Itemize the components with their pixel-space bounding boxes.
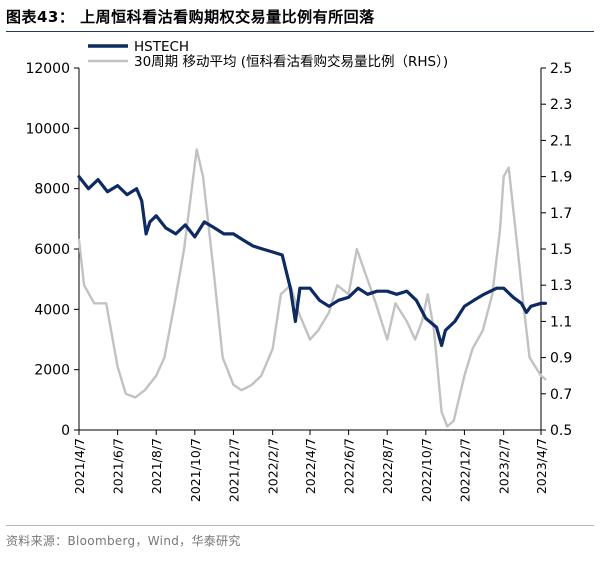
x-tick-label: 2022/4/7 <box>303 438 318 494</box>
right-tick-label: 0.7 <box>550 387 572 403</box>
x-tick-label: 2021/10/7 <box>188 438 203 502</box>
left-tick-label: 10000 <box>25 121 70 137</box>
x-tick-label: 2022/10/7 <box>419 438 434 502</box>
title-divider <box>6 31 594 32</box>
left-axis-ticks: 0 2000 4000 6000 8000 10000 12000 <box>25 61 79 439</box>
right-tick-label: 1.9 <box>550 170 572 186</box>
put-call-ratio-line <box>77 148 547 428</box>
footer-divider <box>6 525 594 526</box>
right-tick-label: 1.5 <box>550 242 572 258</box>
left-tick-label: 6000 <box>34 242 70 258</box>
plot-frame <box>78 68 542 431</box>
x-tick-label: 2022/6/7 <box>342 438 357 494</box>
right-tick-label: 2.5 <box>550 61 572 77</box>
legend-label-hstech: HSTECH <box>134 39 189 55</box>
right-tick-label: 1.3 <box>550 278 572 294</box>
left-tick-label: 2000 <box>34 363 70 379</box>
legend-label-ratio: 30周期 移动平均 (恒科看沽看购交易量比例（RHS）) <box>134 53 448 70</box>
x-axis-ticks: 2021/4/7 2021/6/7 2021/8/7 2021/10/7 2021/12… <box>72 430 549 502</box>
left-tick-label: 12000 <box>25 61 70 77</box>
x-tick-label: 2021/12/7 <box>226 438 241 502</box>
right-tick-label: 2.3 <box>550 97 572 113</box>
x-tick-label: 2021/8/7 <box>149 438 164 494</box>
chart-title: 图表43： 上周恒科看沽看购期权交易量比例有所回落 <box>6 8 375 26</box>
right-tick-label: 1.1 <box>550 314 572 330</box>
left-tick-label: 0 <box>61 423 70 439</box>
right-tick-label: 0.9 <box>550 351 572 367</box>
left-tick-label: 8000 <box>34 182 70 198</box>
x-tick-label: 2021/6/7 <box>111 438 126 494</box>
left-tick-label: 4000 <box>34 302 70 318</box>
right-tick-label: 0.5 <box>550 423 572 439</box>
series-lines <box>77 148 548 428</box>
x-tick-label: 2022/12/7 <box>457 438 472 502</box>
right-axis-ticks: 0.5 0.7 0.9 1.1 1.3 1.5 1.7 1.9 2.1 2.3 2.5 <box>541 61 572 439</box>
right-tick-label: 1.7 <box>550 206 572 222</box>
x-tick-label: 2023/4/7 <box>534 438 549 494</box>
x-tick-label: 2021/4/7 <box>72 438 87 494</box>
x-tick-label: 2022/2/7 <box>266 438 281 494</box>
source-note: 资料来源：Bloomberg，Wind，华泰研究 <box>6 534 241 548</box>
right-tick-label: 2.1 <box>550 133 572 149</box>
hstech-line <box>77 175 548 348</box>
x-tick-label: 2023/2/7 <box>497 438 512 494</box>
x-tick-label: 2022/8/7 <box>380 438 395 494</box>
